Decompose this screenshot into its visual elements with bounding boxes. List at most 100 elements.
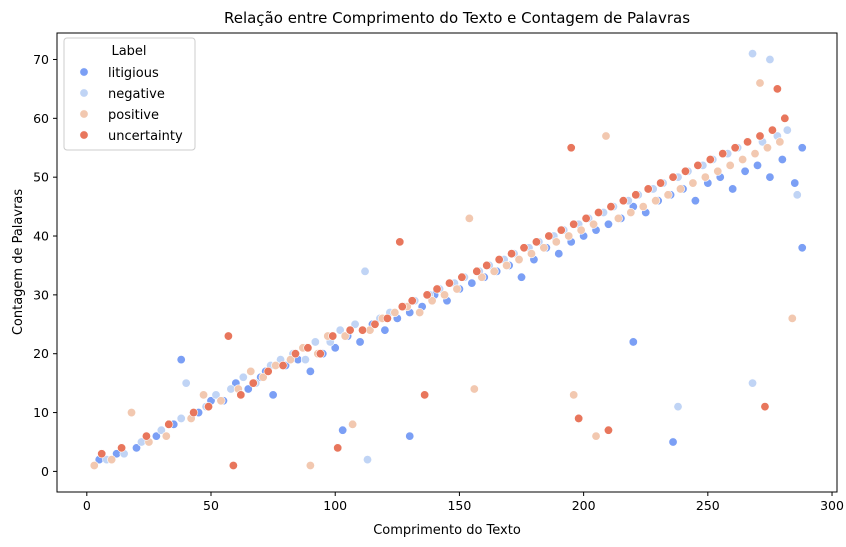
data-point: [544, 231, 554, 241]
data-point: [358, 325, 368, 335]
data-point: [765, 54, 775, 64]
data-point: [519, 243, 529, 253]
x-tick-label: 300: [820, 498, 844, 513]
data-point: [539, 243, 549, 253]
data-point: [613, 213, 623, 223]
data-point: [748, 49, 758, 59]
data-point: [248, 378, 258, 388]
data-point: [626, 207, 636, 217]
data-point: [285, 355, 295, 365]
data-point: [204, 402, 214, 412]
data-point: [713, 166, 723, 176]
y-tick-label: 70: [33, 52, 49, 67]
data-point: [663, 190, 673, 200]
data-point: [380, 325, 390, 335]
data-point: [216, 396, 226, 406]
data-point: [427, 296, 437, 306]
x-axis-title: Comprimento do Texto: [373, 523, 521, 538]
data-point: [390, 308, 400, 318]
data-point: [762, 143, 772, 153]
y-tick-label: 30: [33, 287, 49, 302]
data-point: [333, 443, 343, 453]
data-point: [444, 278, 454, 288]
data-point: [551, 237, 561, 247]
data-point: [328, 331, 338, 341]
legend-marker-uncertainty: [79, 130, 89, 140]
data-point: [738, 155, 748, 165]
y-tick-label: 40: [33, 229, 49, 244]
x-tick-label: 200: [572, 498, 596, 513]
data-point: [668, 172, 678, 182]
data-point: [440, 290, 450, 300]
data-point: [589, 219, 599, 229]
data-point: [688, 178, 698, 188]
data-point: [189, 408, 199, 418]
data-point: [718, 149, 728, 159]
data-point: [581, 213, 591, 223]
data-point: [668, 437, 678, 447]
data-point: [131, 443, 141, 453]
data-point: [594, 207, 604, 217]
data-point: [693, 160, 703, 170]
legend-label-litigious: litigious: [108, 66, 159, 81]
data-point: [407, 296, 417, 306]
data-point: [263, 366, 273, 376]
data-point: [405, 431, 415, 441]
legend-marker-negative: [79, 88, 89, 98]
data-point: [97, 449, 107, 459]
data-point: [680, 166, 690, 176]
data-point: [489, 266, 499, 276]
data-point: [750, 149, 760, 159]
x-tick-label: 0: [83, 498, 91, 513]
data-point: [782, 125, 792, 135]
data-point: [310, 337, 320, 347]
data-point: [432, 284, 442, 294]
data-point: [199, 390, 209, 400]
data-point: [507, 249, 517, 259]
data-point: [601, 131, 611, 141]
data-point: [335, 325, 345, 335]
data-point: [631, 190, 641, 200]
data-point: [238, 372, 248, 382]
data-point: [772, 84, 782, 94]
data-point: [127, 408, 137, 418]
data-point: [315, 349, 325, 359]
data-point: [576, 225, 586, 235]
data-point: [211, 390, 221, 400]
data-point: [767, 125, 777, 135]
legend-marker-litigious: [79, 67, 89, 77]
data-point: [566, 143, 576, 153]
legend-label-positive: positive: [108, 108, 159, 123]
data-point: [151, 431, 161, 441]
data-point: [345, 325, 355, 335]
points-layer: [89, 49, 807, 471]
data-point: [477, 272, 487, 282]
data-point: [268, 390, 278, 400]
x-tick-label: 250: [696, 498, 720, 513]
data-point: [673, 402, 683, 412]
data-point: [338, 425, 348, 435]
plot-frame: [56, 32, 838, 493]
data-point: [606, 202, 616, 212]
data-point: [603, 425, 613, 435]
y-axis-title: Contagem de Palavras: [11, 189, 26, 336]
data-point: [370, 319, 380, 329]
data-point: [569, 219, 579, 229]
data-point: [360, 266, 370, 276]
y-axis: 0 10 20 30 40 50 60 70: [33, 52, 57, 479]
data-point: [792, 190, 802, 200]
data-point: [176, 413, 186, 423]
data-point: [705, 155, 715, 165]
data-point: [464, 213, 474, 223]
data-point: [305, 461, 315, 471]
data-point: [246, 366, 256, 376]
data-point: [117, 443, 127, 453]
data-point: [482, 260, 492, 270]
data-point: [181, 378, 191, 388]
data-point: [243, 384, 253, 394]
data-point: [556, 225, 566, 235]
data-point: [469, 384, 479, 394]
data-point: [690, 196, 700, 206]
